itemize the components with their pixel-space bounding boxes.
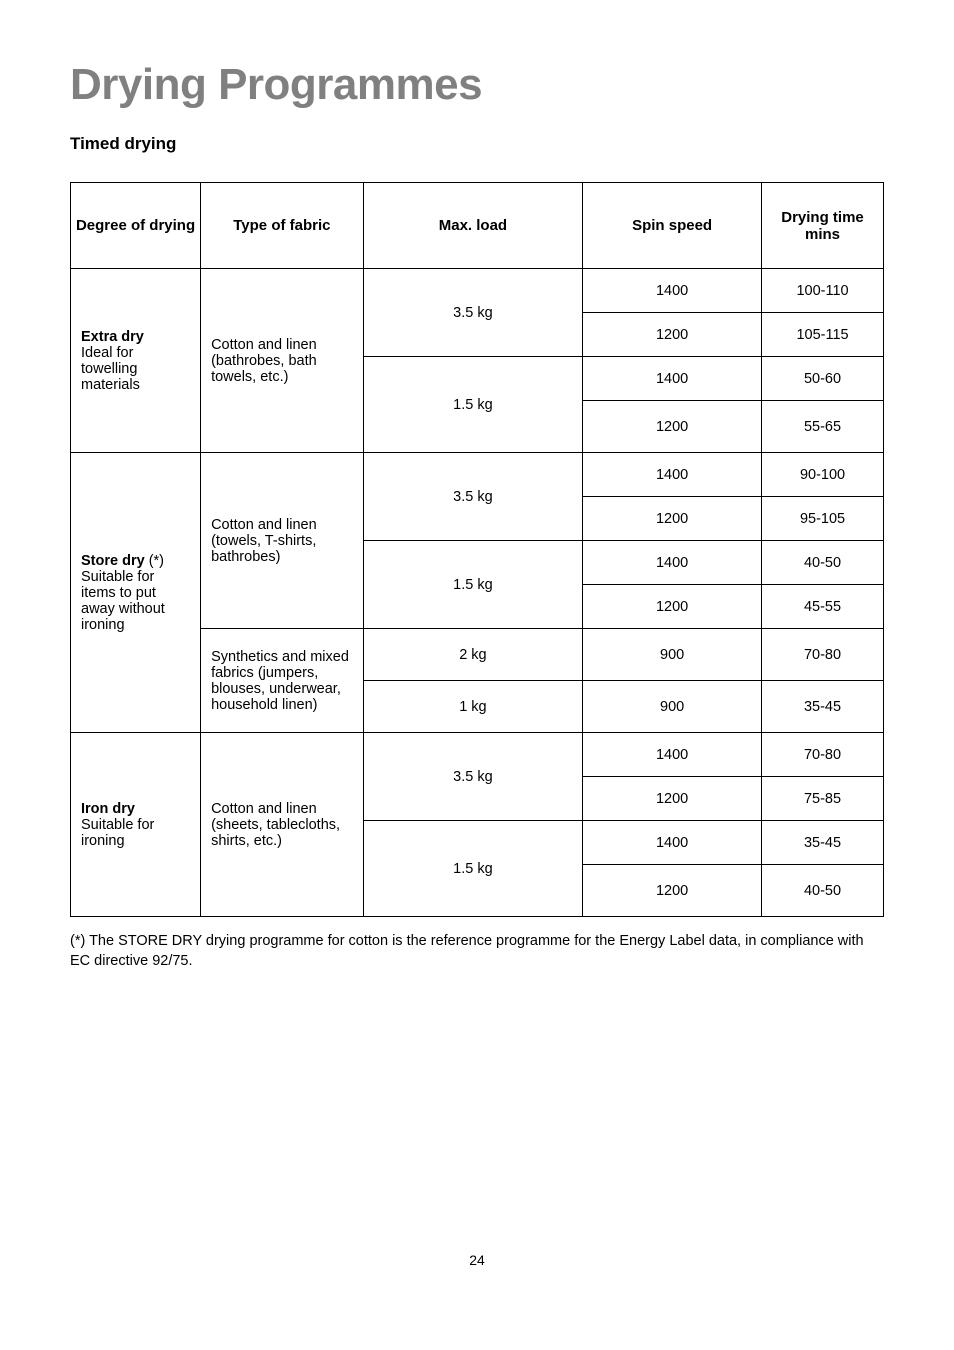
degree-name: Extra dry xyxy=(81,329,144,345)
time-cell: 55-65 xyxy=(762,401,884,453)
drying-programmes-table: Degree of drying Type of fabric Max. loa… xyxy=(70,182,884,917)
time-cell: 40-50 xyxy=(762,865,884,917)
header-spin: Spin speed xyxy=(583,183,762,269)
degree-marker: (*) xyxy=(149,553,164,569)
spin-cell: 1400 xyxy=(583,453,762,497)
spin-cell: 1200 xyxy=(583,865,762,917)
time-cell: 70-80 xyxy=(762,733,884,777)
degree-desc: Ideal for towelling materials xyxy=(81,345,140,393)
spin-cell: 1200 xyxy=(583,497,762,541)
time-cell: 95-105 xyxy=(762,497,884,541)
time-cell: 35-45 xyxy=(762,821,884,865)
table-row: Extra dry Ideal for towelling materials … xyxy=(71,269,884,313)
load-cell: 2 kg xyxy=(363,629,583,681)
time-cell: 100-110 xyxy=(762,269,884,313)
table-row: Store dry (*) Suitable for items to put … xyxy=(71,453,884,497)
spin-cell: 1400 xyxy=(583,821,762,865)
fabric-store-dry-synth: Synthetics and mixed fabrics (jumpers, b… xyxy=(201,629,364,733)
header-fabric: Type of fabric xyxy=(201,183,364,269)
degree-desc: Suitable for ironing xyxy=(81,817,154,849)
spin-cell: 900 xyxy=(583,681,762,733)
degree-store-dry: Store dry (*) Suitable for items to put … xyxy=(71,453,201,733)
fabric-extra-dry: Cotton and linen (bathrobes, bath towels… xyxy=(201,269,364,453)
spin-cell: 1400 xyxy=(583,357,762,401)
time-cell: 105-115 xyxy=(762,313,884,357)
header-time: Drying time mins xyxy=(762,183,884,269)
time-cell: 90-100 xyxy=(762,453,884,497)
load-cell: 1 kg xyxy=(363,681,583,733)
time-cell: 70-80 xyxy=(762,629,884,681)
spin-cell: 1400 xyxy=(583,269,762,313)
spin-cell: 1200 xyxy=(583,401,762,453)
load-cell: 3.5 kg xyxy=(363,733,583,821)
spin-cell: 900 xyxy=(583,629,762,681)
load-cell: 3.5 kg xyxy=(363,269,583,357)
degree-extra-dry: Extra dry Ideal for towelling materials xyxy=(71,269,201,453)
header-degree: Degree of drying xyxy=(71,183,201,269)
spin-cell: 1200 xyxy=(583,777,762,821)
spin-cell: 1200 xyxy=(583,313,762,357)
spin-cell: 1200 xyxy=(583,585,762,629)
spin-cell: 1400 xyxy=(583,733,762,777)
degree-iron-dry: Iron dry Suitable for ironing xyxy=(71,733,201,917)
load-cell: 1.5 kg xyxy=(363,821,583,917)
table-row: Iron dry Suitable for ironing Cotton and… xyxy=(71,733,884,777)
degree-name: Store dry xyxy=(81,553,145,569)
section-subtitle: Timed drying xyxy=(70,134,884,154)
time-cell: 45-55 xyxy=(762,585,884,629)
time-cell: 40-50 xyxy=(762,541,884,585)
degree-desc: Suitable for items to put away without i… xyxy=(81,569,165,633)
time-cell: 35-45 xyxy=(762,681,884,733)
fabric-iron-dry: Cotton and linen (sheets, tablecloths, s… xyxy=(201,733,364,917)
header-load: Max. load xyxy=(363,183,583,269)
fabric-store-dry-cotton: Cotton and linen (towels, T-shirts, bath… xyxy=(201,453,364,629)
time-cell: 75-85 xyxy=(762,777,884,821)
footnote: (*) The STORE DRY drying programme for c… xyxy=(70,931,884,972)
spin-cell: 1400 xyxy=(583,541,762,585)
load-cell: 3.5 kg xyxy=(363,453,583,541)
page-number: 24 xyxy=(70,1252,884,1268)
time-cell: 50-60 xyxy=(762,357,884,401)
degree-name: Iron dry xyxy=(81,801,135,817)
load-cell: 1.5 kg xyxy=(363,541,583,629)
load-cell: 1.5 kg xyxy=(363,357,583,453)
table-header-row: Degree of drying Type of fabric Max. loa… xyxy=(71,183,884,269)
page-title: Drying Programmes xyxy=(70,60,884,110)
